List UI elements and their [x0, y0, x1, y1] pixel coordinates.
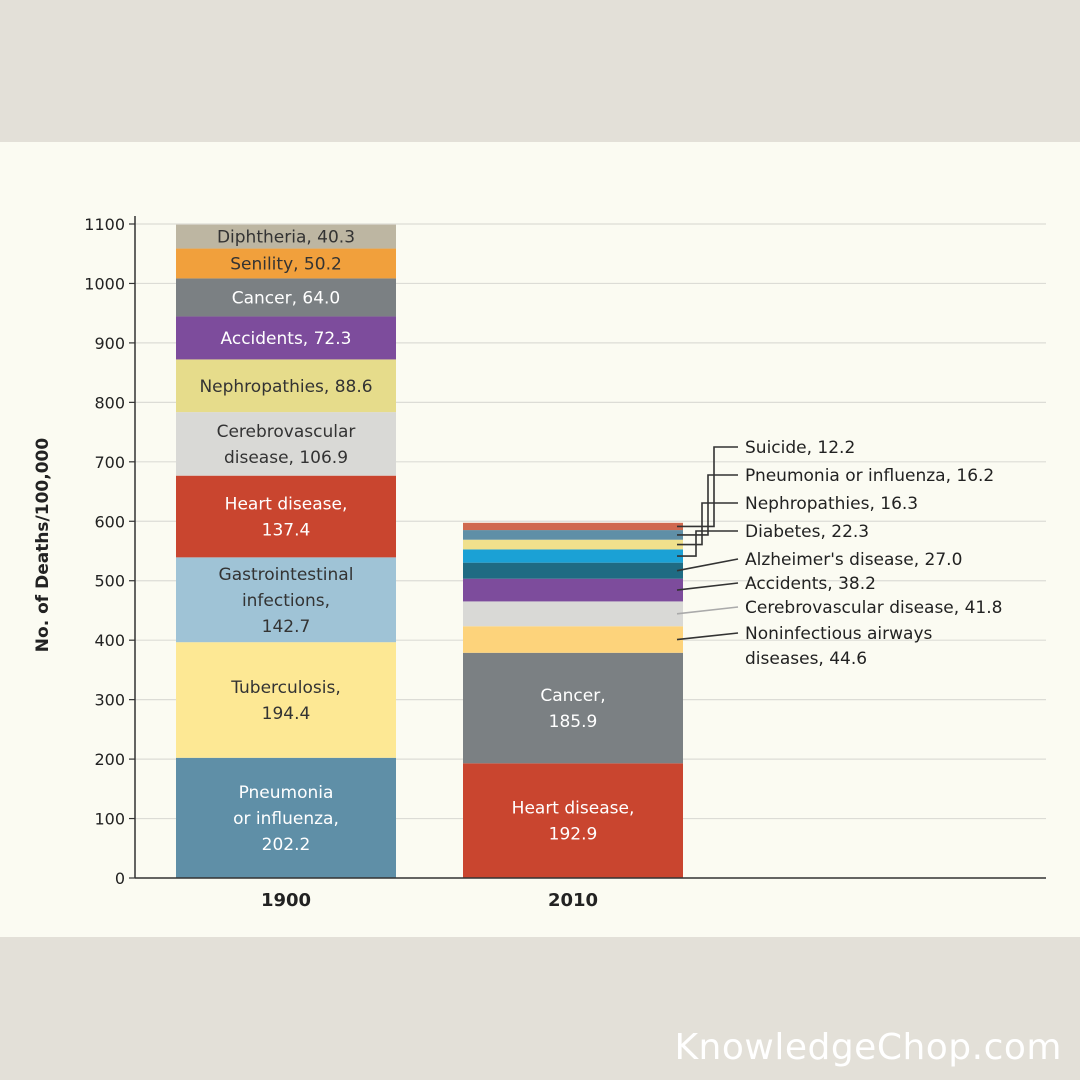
- segment-label: or influenza,: [233, 809, 339, 829]
- callouts: Noninfectious airways diseases, 44.6 Cereb…: [676, 438, 1002, 669]
- bar-segment: [463, 539, 683, 550]
- callout-line: [677, 474, 738, 536]
- callout-line: [676, 558, 739, 572]
- segment-label: disease, 106.9: [224, 448, 348, 468]
- bar-segment: [176, 642, 396, 758]
- segment-label: 192.9: [549, 825, 598, 845]
- bars: Pneumonia or influenza, 202.2 Tuberculosis,…: [176, 224, 683, 878]
- callout-label: Nephropathies, 16.3: [745, 494, 918, 514]
- bar-segment: [463, 626, 683, 653]
- y-axis-label: No. of Deaths/100,000: [33, 438, 53, 653]
- y-tick-label: 0: [115, 869, 125, 888]
- y-tick-label: 900: [94, 334, 125, 353]
- bar-segment: [176, 224, 396, 249]
- bar-segment: [176, 248, 396, 279]
- bar-segment: [176, 475, 396, 558]
- callout-line: [677, 530, 738, 557]
- segment-label: Cancer,: [540, 686, 605, 706]
- callout-label: Alzheimer's disease, 27.0: [745, 550, 962, 570]
- y-tick-label: 1000: [84, 274, 125, 293]
- y-tick-label: 700: [94, 453, 125, 472]
- callout-label: Pneumonia or influenza, 16.2: [745, 466, 994, 486]
- bar-segment: [463, 522, 683, 531]
- bar-segment: [176, 278, 396, 317]
- bar-segment: [176, 757, 396, 878]
- x-tick-label: 2010: [548, 890, 598, 911]
- callout-line: [676, 582, 739, 591]
- callout-line: [677, 446, 738, 528]
- callout-label: Accidents, 38.2: [745, 574, 876, 594]
- bar-segment: [463, 601, 683, 627]
- bar-segment: [463, 763, 683, 878]
- segment-label: Cerebrovascular: [217, 422, 356, 442]
- segment-label: Diphtheria, 40.3: [217, 228, 355, 248]
- callout-line: [677, 502, 738, 546]
- callout-label: Noninfectious airways: [745, 624, 933, 644]
- y-tick-label: 500: [94, 572, 125, 591]
- y-tick-label: 300: [94, 691, 125, 710]
- bar-segment: [463, 562, 683, 579]
- callout-line: [676, 606, 739, 615]
- y-tick-label: 100: [94, 810, 125, 829]
- segment-label: 185.9: [549, 712, 598, 732]
- segment-label: 142.7: [262, 617, 311, 637]
- segment-label: Cancer, 64.0: [232, 288, 341, 308]
- y-tick-label: 1100: [84, 215, 125, 234]
- callout-line: [676, 632, 739, 641]
- bar-segment: [463, 578, 683, 602]
- bar-segment: [463, 652, 683, 764]
- bar-segment: [176, 359, 396, 413]
- bar-segment: [176, 412, 396, 476]
- callout-label: diseases, 44.6: [745, 649, 867, 669]
- bar-segment: [176, 316, 396, 360]
- segment-label: 194.4: [262, 704, 311, 724]
- callout-label: Cerebrovascular disease, 41.8: [745, 598, 1002, 618]
- segment-label: Heart disease,: [225, 495, 348, 515]
- segment-label: Pneumonia: [239, 783, 334, 803]
- segment-label: Senility, 50.2: [230, 254, 342, 274]
- watermark: KnowledgeChop.com: [674, 1027, 1062, 1068]
- segment-label: 202.2: [262, 835, 311, 855]
- segment-label: Tuberculosis,: [230, 678, 341, 698]
- callout-label: Suicide, 12.2: [745, 438, 855, 458]
- y-tick-label: 600: [94, 512, 125, 531]
- y-tick-label: 400: [94, 631, 125, 650]
- axes: 0 100 200 300 400 500 600 700 800 900 1000 1100 1900…: [84, 215, 1046, 911]
- segment-label: Accidents, 72.3: [221, 329, 352, 349]
- y-tick-label: 200: [94, 750, 125, 769]
- segment-label: 137.4: [262, 521, 311, 541]
- bar-segment: [463, 549, 683, 563]
- bar-segment: [176, 557, 396, 643]
- segment-label: Heart disease,: [512, 799, 635, 819]
- segment-label: infections,: [242, 591, 330, 611]
- y-tick-label: 800: [94, 393, 125, 412]
- segment-label: Nephropathies, 88.6: [199, 377, 372, 397]
- segment-label: Gastrointestinal: [219, 565, 354, 585]
- bar-segment: [463, 530, 683, 540]
- x-tick-label: 1900: [261, 890, 311, 911]
- callout-label: Diabetes, 22.3: [745, 522, 869, 542]
